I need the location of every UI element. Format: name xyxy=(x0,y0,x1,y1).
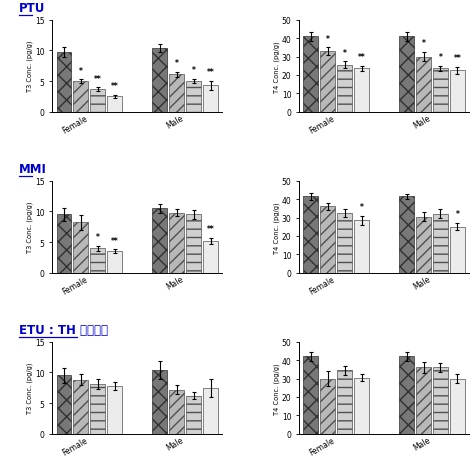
Bar xyxy=(399,197,414,273)
Bar xyxy=(303,197,319,273)
Text: *: * xyxy=(326,34,330,44)
Bar xyxy=(56,375,72,434)
Bar xyxy=(186,215,201,273)
Text: *: * xyxy=(438,53,442,62)
Bar xyxy=(354,221,369,273)
Bar xyxy=(337,66,352,112)
Y-axis label: T3 Conc. (pg/g): T3 Conc. (pg/g) xyxy=(27,362,34,414)
Text: **: ** xyxy=(454,54,461,63)
Bar xyxy=(303,37,319,112)
Bar xyxy=(169,75,184,112)
Text: *: * xyxy=(96,233,100,241)
Bar xyxy=(354,69,369,112)
Text: *: * xyxy=(79,67,83,75)
Bar xyxy=(108,97,122,112)
Text: ETU : TH 밀화없음: ETU : TH 밀화없음 xyxy=(19,324,108,336)
Bar xyxy=(91,249,105,273)
Bar xyxy=(56,53,72,112)
Text: **: ** xyxy=(111,236,118,245)
Bar xyxy=(169,213,184,273)
Bar xyxy=(56,215,72,273)
Bar xyxy=(450,227,465,273)
Text: *: * xyxy=(343,49,346,58)
Bar xyxy=(320,379,335,434)
Text: **: ** xyxy=(207,224,214,234)
Bar xyxy=(450,379,465,434)
Bar xyxy=(337,370,352,434)
Bar xyxy=(73,82,89,112)
Bar xyxy=(169,390,184,434)
Bar xyxy=(203,86,218,112)
Bar xyxy=(152,49,167,112)
Y-axis label: T3 Conc. (pg/g): T3 Conc. (pg/g) xyxy=(27,41,34,92)
Bar xyxy=(91,384,105,434)
Text: PTU: PTU xyxy=(19,2,46,15)
Bar xyxy=(303,357,319,434)
Bar xyxy=(416,217,431,273)
Bar xyxy=(186,396,201,434)
Bar xyxy=(433,69,448,112)
Bar xyxy=(433,368,448,434)
Text: MMI: MMI xyxy=(19,163,47,176)
Bar xyxy=(399,357,414,434)
Bar xyxy=(416,57,431,112)
Y-axis label: T4 Conc. (pg/g): T4 Conc. (pg/g) xyxy=(273,202,280,253)
Text: *: * xyxy=(421,39,426,48)
Text: *: * xyxy=(360,202,364,212)
Y-axis label: T4 Conc. (pg/g): T4 Conc. (pg/g) xyxy=(273,362,280,414)
Bar xyxy=(354,378,369,434)
Text: **: ** xyxy=(94,74,102,84)
Text: **: ** xyxy=(358,53,365,62)
Bar xyxy=(320,207,335,273)
Bar xyxy=(152,370,167,434)
Text: **: ** xyxy=(111,82,118,91)
Bar xyxy=(320,52,335,112)
Bar xyxy=(203,241,218,273)
Bar xyxy=(186,82,201,112)
Text: *: * xyxy=(175,59,179,68)
Bar xyxy=(416,368,431,434)
Text: **: ** xyxy=(207,68,214,77)
Bar xyxy=(152,209,167,273)
Bar xyxy=(108,386,122,434)
Bar xyxy=(203,388,218,434)
Bar xyxy=(399,37,414,112)
Bar xyxy=(337,213,352,273)
Bar xyxy=(73,223,89,273)
Y-axis label: T3 Conc. (pg/g): T3 Conc. (pg/g) xyxy=(27,202,34,253)
Bar xyxy=(108,252,122,273)
Bar xyxy=(91,90,105,112)
Bar xyxy=(73,380,89,434)
Bar xyxy=(433,214,448,273)
Text: *: * xyxy=(191,66,195,75)
Text: *: * xyxy=(456,210,459,219)
Bar xyxy=(450,71,465,112)
Y-axis label: T4 Conc. (pg/g): T4 Conc. (pg/g) xyxy=(273,41,280,92)
